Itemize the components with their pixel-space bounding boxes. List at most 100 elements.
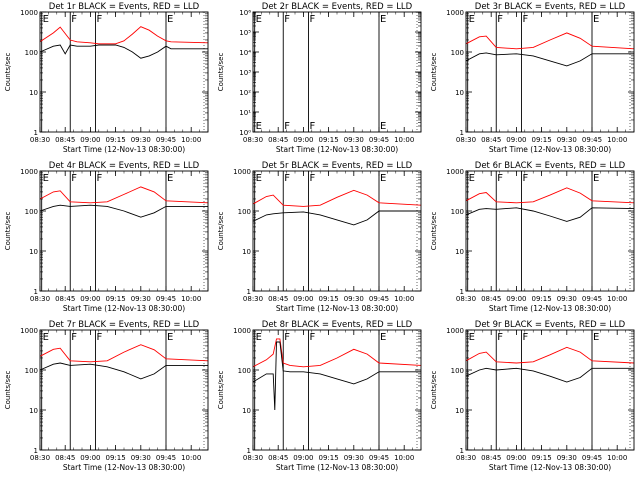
marker-label: E bbox=[167, 332, 173, 343]
chart-panel-5: Det 5r BLACK = Events, RED = LLD Counts/s… bbox=[217, 161, 422, 313]
x-tick-label: 09:00 bbox=[506, 295, 526, 303]
y-tick-label: 1 bbox=[460, 447, 464, 455]
series-lld-line bbox=[39, 26, 209, 45]
x-tick-label: 08:45 bbox=[55, 295, 75, 303]
series-events-line bbox=[252, 341, 421, 411]
chart-title: Det 5r BLACK = Events, RED = LLD bbox=[262, 161, 413, 171]
x-axis-label: Start Time (12-Nov-13 08:30:00) bbox=[276, 145, 398, 154]
x-tick-label: 09:15 bbox=[319, 136, 339, 144]
marker-label: E bbox=[469, 173, 475, 184]
chart-title: Det 9r BLACK = Events, RED = LLD bbox=[475, 320, 626, 330]
x-axis-label: Start Time (12-Nov-13 08:30:00) bbox=[63, 463, 185, 472]
chart-title: Det 2r BLACK = Events, RED = LLD bbox=[262, 2, 413, 12]
x-tick-label: 09:15 bbox=[319, 454, 339, 462]
x-tick-label: 09:30 bbox=[131, 295, 151, 303]
x-tick-label: 09:45 bbox=[156, 295, 176, 303]
marker-label: E bbox=[167, 173, 173, 184]
x-tick-label: 08:45 bbox=[268, 136, 288, 144]
marker-label: E bbox=[469, 14, 475, 25]
x-tick-label: 09:45 bbox=[582, 454, 602, 462]
series-events-line bbox=[252, 210, 421, 226]
plot-frame bbox=[252, 329, 422, 451]
marker-label: F bbox=[71, 173, 77, 184]
y-tick-label: 1000 bbox=[446, 9, 464, 17]
y-axis-label: Counts/sec bbox=[217, 212, 225, 251]
x-tick-label: 09:00 bbox=[293, 295, 313, 303]
y-tick-label: 10 bbox=[242, 407, 251, 415]
plot-frame bbox=[39, 329, 209, 451]
x-tick-label: 08:30 bbox=[30, 454, 50, 462]
y-axis-label: Counts/sec bbox=[430, 371, 438, 410]
x-tick-label: 08:45 bbox=[481, 295, 501, 303]
series-lld-line bbox=[465, 187, 635, 204]
y-tick-label: 1 bbox=[460, 288, 464, 296]
marker-label: E bbox=[380, 14, 386, 25]
x-tick-label: 09:45 bbox=[156, 136, 176, 144]
x-tick-label: 09:45 bbox=[156, 454, 176, 462]
x-tick-label: 09:00 bbox=[293, 136, 313, 144]
series-lld-line bbox=[465, 32, 635, 50]
y-tick-label: 1 bbox=[34, 129, 38, 137]
chart-title: Det 7r BLACK = Events, RED = LLD bbox=[49, 320, 200, 330]
marker-label: E bbox=[593, 173, 599, 184]
y-tick-label: 10 bbox=[455, 248, 464, 256]
x-tick-label: 08:30 bbox=[30, 295, 50, 303]
y-tick-label: 100 bbox=[238, 208, 251, 216]
marker-label: F bbox=[522, 332, 528, 343]
x-tick-label: 08:30 bbox=[456, 295, 476, 303]
x-tick-label: 09:45 bbox=[369, 136, 389, 144]
y-tick-label: 100 bbox=[451, 367, 464, 375]
x-tick-label: 08:45 bbox=[268, 454, 288, 462]
series-events-line bbox=[465, 52, 634, 67]
x-tick-label: 09:45 bbox=[582, 136, 602, 144]
marker-label: F bbox=[284, 332, 290, 343]
marker-label: F bbox=[497, 332, 503, 343]
plot-frame bbox=[252, 11, 422, 133]
marker-label: E bbox=[380, 173, 386, 184]
marker-label: F bbox=[309, 173, 315, 184]
plot-frame bbox=[465, 170, 635, 292]
x-tick-label: 10:00 bbox=[181, 136, 201, 144]
x-axis-label: Start Time (12-Nov-13 08:30:00) bbox=[489, 304, 611, 313]
x-tick-label: 09:15 bbox=[532, 136, 552, 144]
y-axis-label: Counts/sec bbox=[4, 212, 12, 251]
y-tick-label: 1 bbox=[34, 288, 38, 296]
marker-label: F bbox=[309, 332, 315, 343]
marker-label: F bbox=[497, 14, 503, 25]
x-tick-label: 08:45 bbox=[481, 136, 501, 144]
x-tick-label: 08:30 bbox=[243, 136, 263, 144]
y-tick-label: 10 bbox=[29, 407, 38, 415]
x-tick-label: 09:30 bbox=[344, 295, 364, 303]
x-tick-label: 09:00 bbox=[80, 295, 100, 303]
y-tick-label: 1 bbox=[247, 447, 251, 455]
x-tick-label: 09:00 bbox=[80, 454, 100, 462]
marker-label: E bbox=[256, 332, 262, 343]
y-tick-label: 100 bbox=[25, 208, 38, 216]
y-axis-label: Counts/sec bbox=[217, 371, 225, 410]
y-tick-label: 10⁵ bbox=[239, 29, 251, 37]
marker-label: E bbox=[593, 332, 599, 343]
chart-title: Det 6r BLACK = Events, RED = LLD bbox=[475, 161, 626, 171]
x-tick-label: 10:00 bbox=[181, 454, 201, 462]
y-tick-label: 10 bbox=[29, 89, 38, 97]
x-tick-label: 09:00 bbox=[506, 454, 526, 462]
series-lld-line bbox=[252, 189, 422, 207]
x-tick-label: 09:30 bbox=[131, 454, 151, 462]
series-events-line bbox=[39, 362, 208, 380]
y-tick-label: 100 bbox=[451, 49, 464, 57]
plot-frame bbox=[465, 11, 635, 133]
marker-label: F bbox=[309, 14, 315, 25]
chart-panel-9: Det 9r BLACK = Events, RED = LLD Counts/s… bbox=[430, 320, 635, 472]
y-axis-label: Counts/sec bbox=[4, 53, 12, 92]
series-events-line bbox=[465, 207, 635, 222]
y-tick-label: 100 bbox=[451, 208, 464, 216]
marker-label: E bbox=[256, 121, 262, 132]
y-tick-label: 10² bbox=[239, 89, 251, 97]
marker-label: F bbox=[284, 14, 290, 25]
plot-frame bbox=[465, 329, 635, 451]
x-tick-label: 09:15 bbox=[532, 454, 552, 462]
x-tick-label: 09:45 bbox=[369, 295, 389, 303]
marker-label: E bbox=[593, 14, 599, 25]
plot-frame bbox=[252, 170, 422, 292]
